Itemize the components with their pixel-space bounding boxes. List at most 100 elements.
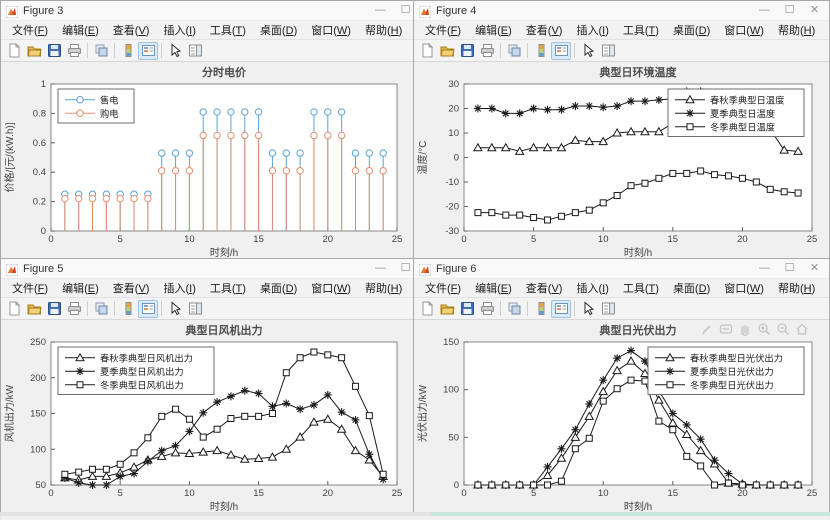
open-file-icon[interactable] [24,42,44,60]
menu-item-file[interactable]: 文件(F) [12,25,49,37]
svg-text:20: 20 [737,234,748,245]
insert-legend-icon[interactable] [138,41,158,60]
svg-text:250: 250 [30,337,46,348]
link-plot-icon[interactable] [91,300,111,318]
new-figure-icon[interactable] [4,42,24,60]
insert-legend-icon[interactable] [551,41,571,60]
property-inspector-icon[interactable] [185,300,205,318]
menu-item-help[interactable]: 帮助(H) [777,25,816,37]
menu-item-desktop[interactable]: 桌面(D) [672,283,711,295]
menu-item-file[interactable]: 文件(F) [425,25,462,37]
menu-item-view[interactable]: 查看(V) [112,25,150,37]
edit-plot-icon[interactable] [165,42,185,60]
new-figure-icon[interactable] [4,300,24,318]
menu-item-tools[interactable]: 工具(T) [209,283,246,295]
minimize-button[interactable]: — [375,262,386,274]
brush-icon[interactable] [699,321,714,336]
menu-item-edit[interactable]: 编辑(E) [62,25,99,37]
menu-item-edit[interactable]: 编辑(E) [62,283,99,295]
edit-plot-icon[interactable] [165,300,185,318]
close-button[interactable]: ✕ [809,262,820,274]
menu-item-tools[interactable]: 工具(T) [209,25,246,37]
property-inspector-icon[interactable] [598,300,618,318]
menu-item-window[interactable]: 窗口(W) [311,283,351,295]
maximize-button[interactable]: ☐ [400,4,411,16]
menu-item-view[interactable]: 查看(V) [525,283,563,295]
menu-item-insert[interactable]: 插入(I) [576,283,609,295]
menu-item-file[interactable]: 文件(F) [12,283,49,295]
menu-item-insert[interactable]: 插入(I) [163,25,196,37]
menu-item-edit[interactable]: 编辑(E) [475,283,512,295]
menu-bar: 文件(F) 编辑(E) 查看(V) 插入(I) 工具(T) 桌面(D) 窗口(W) 帮助(H) [414,278,829,297]
titlebar[interactable]: Figure 3 —☐✕ [1,1,445,20]
link-plot-icon[interactable] [91,42,111,60]
menu-item-desktop[interactable]: 桌面(D) [672,25,711,37]
colorbar-icon[interactable] [118,42,138,60]
property-inspector-icon[interactable] [185,42,205,60]
figure-window-4: Figure 4 — ☐ ✕ 文件(F) 编辑(E) 查看(V) 插入(I) 工具(T) 桌面… [413,0,830,266]
open-file-icon[interactable] [437,300,457,318]
menu-item-view[interactable]: 查看(V) [112,283,150,295]
menu-item-help[interactable]: 帮助(H) [777,283,816,295]
menu-item-insert[interactable]: 插入(I) [163,283,196,295]
menu-item-window[interactable]: 窗口(W) [724,25,764,37]
restore-view-icon[interactable] [794,321,809,336]
insert-legend-icon[interactable] [138,299,158,318]
menu-item-window[interactable]: 窗口(W) [311,25,351,37]
link-plot-icon[interactable] [504,300,524,318]
close-button[interactable]: ✕ [809,4,820,16]
colorbar-icon[interactable] [531,42,551,60]
save-figure-icon[interactable] [44,300,64,318]
maximize-button[interactable]: ☐ [400,262,411,274]
edit-plot-icon[interactable] [578,42,598,60]
menu-item-desktop[interactable]: 桌面(D) [259,283,298,295]
datatip-icon[interactable] [718,321,733,336]
svg-text:时刻/h: 时刻/h [210,246,238,259]
titlebar[interactable]: Figure 5 —☐✕ [1,259,445,278]
menu-item-file[interactable]: 文件(F) [425,283,462,295]
svg-text:分时电价: 分时电价 [202,65,247,79]
print-figure-icon[interactable] [64,300,84,318]
insert-legend-icon[interactable] [551,299,571,318]
print-figure-icon[interactable] [477,42,497,60]
colorbar-icon[interactable] [118,300,138,318]
save-figure-icon[interactable] [457,300,477,318]
maximize-button[interactable]: ☐ [784,262,795,274]
edit-plot-icon[interactable] [578,300,598,318]
titlebar[interactable]: Figure 6 — ☐ ✕ [414,259,829,278]
toolbar-separator [161,301,162,316]
svg-text:25: 25 [807,488,818,499]
link-plot-icon[interactable] [504,42,524,60]
svg-text:30: 30 [448,79,459,90]
minimize-button[interactable]: — [375,4,386,16]
print-figure-icon[interactable] [64,42,84,60]
menu-item-view[interactable]: 查看(V) [525,25,563,37]
menu-item-insert[interactable]: 插入(I) [576,25,609,37]
maximize-button[interactable]: ☐ [784,4,795,16]
menu-item-tools[interactable]: 工具(T) [622,25,659,37]
new-figure-icon[interactable] [417,300,437,318]
zoom-out-icon[interactable] [775,321,790,336]
svg-text:100: 100 [30,444,46,455]
minimize-button[interactable]: — [759,4,770,16]
pan-icon[interactable] [737,321,752,336]
zoom-in-icon[interactable] [756,321,771,336]
property-inspector-icon[interactable] [598,42,618,60]
save-figure-icon[interactable] [44,42,64,60]
open-file-icon[interactable] [437,42,457,60]
minimize-button[interactable]: — [759,262,770,274]
menu-item-help[interactable]: 帮助(H) [364,283,403,295]
svg-text:春秋季典型日温度: 春秋季典型日温度 [710,94,784,105]
menu-item-tools[interactable]: 工具(T) [622,283,659,295]
svg-text:20: 20 [737,488,748,499]
new-figure-icon[interactable] [417,42,437,60]
menu-item-desktop[interactable]: 桌面(D) [259,25,298,37]
colorbar-icon[interactable] [531,300,551,318]
menu-item-help[interactable]: 帮助(H) [364,25,403,37]
print-figure-icon[interactable] [477,300,497,318]
save-figure-icon[interactable] [457,42,477,60]
open-file-icon[interactable] [24,300,44,318]
titlebar[interactable]: Figure 4 — ☐ ✕ [414,1,829,20]
menu-item-window[interactable]: 窗口(W) [724,283,764,295]
menu-item-edit[interactable]: 编辑(E) [475,25,512,37]
